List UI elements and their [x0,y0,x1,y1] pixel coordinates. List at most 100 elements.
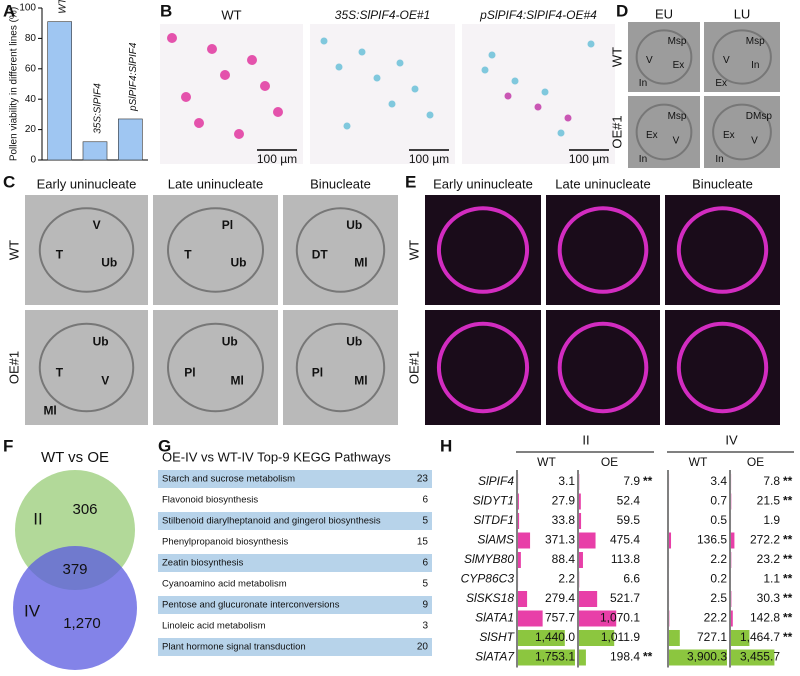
column-header: Early uninucleate [37,176,137,191]
column-header: Late uninucleate [168,176,263,191]
cell-outline [38,207,135,293]
image-label: Ex [646,130,658,141]
value-label: 27.9 [552,494,576,508]
pathway-count: 20 [417,642,429,653]
column-header: EU [655,6,673,21]
value-label: 0.5 [710,513,727,527]
significance: ** [783,611,793,625]
bar [118,118,143,161]
pollen-grain [358,48,366,56]
pathway-name: Stilbenoid diarylheptanoid and gingerol … [162,516,381,527]
significance: ** [783,630,793,644]
expression-bar [579,493,581,510]
pollen-grain [273,107,283,117]
row-label: OE#1 [406,351,421,384]
image-title: WT [221,7,241,22]
venn-count: 379 [62,561,87,578]
value-label: 2.2 [710,552,727,566]
table-title: OE-IV vs WT-IV Top-9 KEGG Pathways [162,449,391,464]
expression-bar [579,630,615,646]
cell-outline [557,321,649,414]
row-band [158,554,432,572]
image-label: In [751,60,759,71]
value-label: 33.8 [552,513,576,527]
micrograph [665,310,780,425]
y-tick-label: 80 [25,33,37,44]
cell-outline [167,322,264,413]
micrograph [628,96,700,168]
y-axis-label: Pollen viability in different lines (%) [9,7,20,161]
value-label: 1,070.1 [600,611,640,625]
image-label: Ub [222,334,238,348]
image-label: In [639,78,647,89]
pollen-grain [194,118,204,128]
micrograph [462,24,615,164]
micrograph [25,195,148,305]
pollen-grain [504,92,512,100]
cell-outline [712,103,772,161]
value-label: 521.7 [610,591,640,605]
image-label: In [715,154,723,165]
pathway-name: Cyanoamino acid metabolism [162,579,287,590]
category-label: pSlPIF4:SlPIF4 [128,42,139,112]
micrograph [546,310,660,425]
expression-bar [579,610,617,627]
cell-outline [295,207,386,293]
image-label: T [56,248,64,262]
cell-outline [436,321,530,414]
value-label: 0.7 [710,494,727,508]
row-label: OE#1 [609,115,624,148]
row-label: WT [609,47,624,67]
image-label: T [184,248,192,262]
pollen-grain [411,85,419,93]
value-label: 1,753.1 [535,650,575,664]
micrograph [425,310,541,425]
pollen-grain [220,70,230,80]
row-label: WT [406,240,421,260]
significance: ** [783,494,793,508]
panel-letter: A [3,1,15,20]
pathway-count: 23 [417,474,429,485]
expression-bar [518,493,519,510]
image-label: Ub [231,255,247,269]
cell-outline [676,321,769,414]
gene-name: SlATA7 [475,650,515,664]
pathway-count: 6 [422,495,428,506]
column-header: OE [601,455,618,469]
expression-bar [669,649,727,666]
pollen-grain [207,44,217,54]
image-label: Msp [668,36,687,47]
gene-name: SlMYB80 [464,552,514,566]
value-label: 113.8 [611,552,640,566]
pathway-name: Phenylpropanoid biosynthesis [162,537,288,548]
image-label: Ub [346,218,362,232]
y-tick-label: 60 [25,63,37,74]
expression-bar [579,513,582,529]
pollen-grain [234,129,244,139]
expression-bar [731,610,733,627]
group-header: II [582,432,589,447]
significance: ** [643,474,653,488]
pollen-grain [481,66,489,74]
micrograph [665,195,780,305]
column-header: Binucleate [310,176,371,191]
image-label: Ub [346,334,362,348]
pathway-name: Plant hormone signal transduction [162,642,306,653]
value-label: 7.9 [623,474,640,488]
micrograph [283,310,398,425]
row-band [158,470,432,488]
image-label: V [751,135,758,146]
column-header: Late uninucleate [555,176,650,191]
column-header: WT [537,455,556,469]
value-label: 2.5 [710,591,727,605]
value-label: 371.3 [545,533,575,547]
expression-bar [669,532,672,549]
image-label: Msp [746,36,765,47]
image-label: Ml [354,373,367,387]
cell-outline [635,103,693,161]
panel-letter: D [616,1,628,20]
pollen-grain [541,88,549,96]
value-label: 142.8 [750,611,780,625]
pollen-grain [587,40,595,48]
